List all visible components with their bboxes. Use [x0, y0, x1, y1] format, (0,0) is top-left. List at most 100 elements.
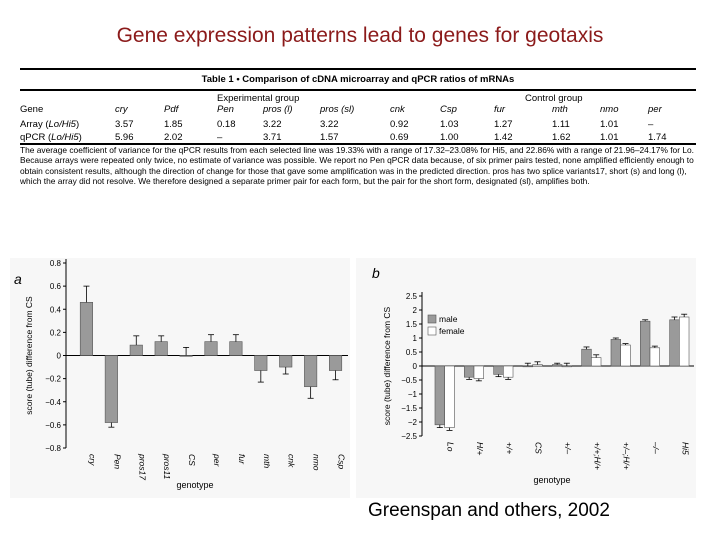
category-label: per: [212, 453, 222, 467]
table-cell: 2.02: [164, 132, 183, 143]
bar: [503, 365, 514, 378]
table-cell: 1.03: [440, 119, 459, 130]
y-tick-label: −1.5: [401, 404, 417, 413]
category-label: H/+: [475, 442, 485, 456]
group-experimental-label: Experimental group: [217, 93, 300, 104]
column-header: Pen: [217, 104, 234, 115]
table-cell: 0.18: [217, 119, 236, 130]
table-cell: 1.74: [648, 132, 667, 143]
y-tick-label: 0.8: [50, 259, 62, 268]
table-cell: 1.62: [552, 132, 571, 143]
table-caption: Table 1 • Comparison of cDNA microarray …: [201, 74, 515, 85]
column-header: Csp: [440, 104, 457, 115]
bar: [329, 355, 343, 371]
y-tick-label: 0.2: [50, 328, 62, 337]
category-label: CS: [187, 454, 197, 466]
group-control-label: Control group: [525, 93, 583, 104]
y-axis-label: score (tube) difference from CS: [382, 306, 392, 425]
panel-label: a: [14, 271, 22, 287]
category-label: fur: [237, 454, 247, 465]
panel-label: b: [372, 265, 380, 281]
row-label: qPCR (Lo/Hi5): [20, 132, 82, 143]
bar: [620, 344, 631, 367]
legend-label: female: [439, 326, 465, 336]
category-label: pros17: [137, 453, 147, 480]
column-header: cry: [115, 104, 128, 115]
panel-background: [356, 258, 696, 498]
figure-panel-a: a 0.8 0.6 0.4 0.2 0 −0.2 −0.4 −0.6 −0.8 score (tub…: [10, 258, 350, 498]
table-cell: 3.22: [320, 119, 339, 130]
category-label: +/–;H/+: [622, 442, 632, 470]
y-tick-label: 0: [57, 352, 62, 361]
bar: [229, 341, 243, 356]
table-cell: 0.69: [390, 132, 409, 143]
column-header: cnk: [390, 104, 405, 115]
category-label: cnk: [287, 454, 297, 468]
bar: [669, 319, 680, 367]
table-cell: –: [217, 132, 223, 143]
bar: [610, 339, 621, 367]
y-tick-label: 1.5: [406, 320, 418, 329]
figure-panel-b: b 2.5 2 1.5 1 0.5 0 −0.5 −1 −1.5 −2 −2.5 score (tube…: [356, 258, 696, 498]
table-bottom-rule: [20, 143, 696, 145]
table-cell: 0.92: [390, 119, 409, 130]
bar: [522, 365, 533, 368]
column-header: per: [648, 104, 662, 115]
bar: [79, 302, 93, 356]
y-tick-label: −2: [408, 418, 418, 427]
bar: [204, 341, 218, 356]
table-cell: 1.27: [494, 119, 513, 130]
category-label: +/–: [563, 442, 573, 454]
category-label: Hi5: [680, 442, 690, 455]
y-tick-label: −0.6: [45, 421, 61, 430]
y-tick-label: 0.5: [406, 348, 418, 357]
column-header: pros (sl): [320, 104, 355, 115]
table-footnote: The average coefficient of variance for …: [20, 145, 694, 186]
category-label: cry: [87, 454, 97, 466]
table-cell: –: [648, 119, 654, 130]
bar: [473, 365, 484, 379]
y-tick-label: 2: [413, 306, 418, 315]
table-cell: 1.42: [494, 132, 513, 143]
category-label: CS: [534, 442, 544, 454]
table-cell: 1.01: [600, 119, 619, 130]
category-label: +/+: [504, 442, 514, 454]
bar: [434, 365, 445, 426]
category-label: –/–: [651, 441, 661, 454]
bar: [304, 355, 318, 388]
y-tick-label: 0.6: [50, 282, 62, 291]
y-tick-label: −2.5: [401, 432, 417, 441]
legend-label: male: [439, 314, 458, 324]
slide-title: Gene expression patterns lead to genes f…: [116, 24, 604, 47]
column-header: Gene: [20, 104, 44, 115]
category-label: pros11: [162, 453, 172, 480]
column-header: Pdf: [164, 104, 179, 115]
bar: [493, 365, 504, 375]
y-axis-label: score (tube) difference from CS: [24, 296, 34, 415]
y-tick-label: −0.4: [45, 398, 61, 407]
bar: [640, 320, 651, 367]
bar: [581, 348, 592, 367]
table-cell: 3.57: [115, 119, 134, 130]
table-panel: Table 1 • Comparison of cDNA microarray …: [20, 68, 696, 216]
table-cell: 3.22: [263, 119, 282, 130]
table-caption-rule: [20, 89, 696, 91]
bar: [532, 364, 543, 367]
table-top-rule: [20, 68, 696, 70]
category-label: Csp: [337, 454, 347, 469]
bar: [444, 365, 455, 428]
y-tick-label: 1: [413, 334, 418, 343]
category-label: nmo: [312, 454, 322, 471]
legend-swatch: [427, 314, 437, 324]
y-tick-label: 0.4: [50, 305, 62, 314]
table-cell: 1.01: [600, 132, 619, 143]
y-tick-label: 2.5: [406, 292, 418, 301]
category-label: Lo: [446, 442, 456, 452]
bar: [679, 316, 690, 367]
bar: [591, 357, 602, 367]
table-cell: 1.00: [440, 132, 459, 143]
row-label: Array (Lo/Hi5): [20, 119, 80, 130]
bar: [464, 365, 475, 378]
y-tick-label: 0: [413, 362, 418, 371]
table-cell: 1.85: [164, 119, 183, 130]
